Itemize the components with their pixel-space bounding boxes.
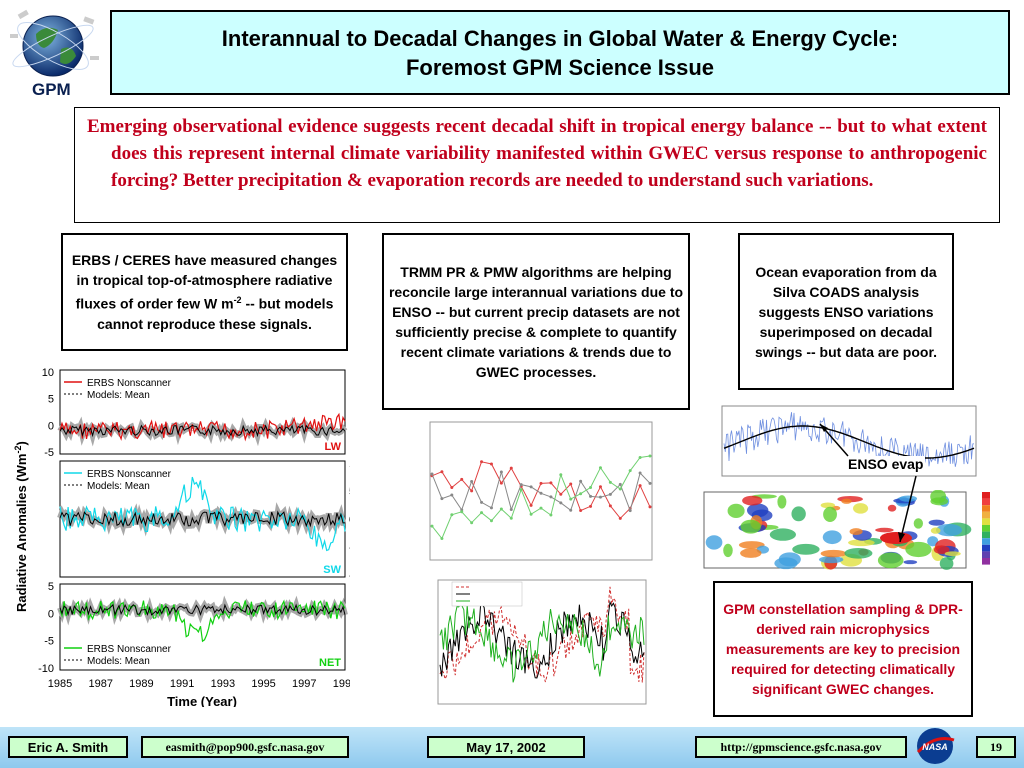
radiative-tick-label: -10 (349, 570, 350, 582)
map-legend-swatch (982, 518, 990, 525)
radiative-tick-label: -5 (349, 542, 350, 554)
erbs-note: ERBS / CERES have measured changes in tr… (61, 233, 348, 351)
panel-tag: NET (319, 657, 341, 669)
ocean-note: Ocean evaporation from da Silva COADS an… (738, 233, 954, 390)
page-title-line2: Foremost GPM Science Issue (406, 53, 714, 82)
gpm-note: GPM constellation sampling & DPR-derived… (713, 581, 973, 717)
erbs-note-text: ERBS / CERES have measured changes in tr… (67, 250, 342, 334)
radiative-tick-label: 5 (349, 486, 350, 498)
radiative-tick-label: 0 (349, 514, 350, 526)
map-legend-swatch (982, 492, 990, 499)
radiative-xlabel: Time (Year) (167, 694, 237, 707)
year-tick-label: 1985 (48, 678, 72, 690)
gpm-note-text: GPM constellation sampling & DPR-derived… (719, 599, 967, 699)
year-tick-label: 1997 (292, 678, 316, 690)
year-tick-label: 1989 (129, 678, 153, 690)
page-number: 19 (976, 736, 1016, 758)
year-tick-label: 1987 (88, 678, 112, 690)
intro-box: Emerging observational evidence suggests… (74, 107, 1000, 223)
radiative-tick-label: -5 (44, 447, 54, 459)
map-legend-swatch (982, 499, 990, 506)
radiative-tick-label: 5 (48, 394, 54, 406)
radiative-tick-label: 10 (349, 458, 350, 470)
legend-obs-label: ERBS Nonscanner (87, 378, 172, 389)
trmm-note-text: TRMM PR & PMW algorithms are helping rec… (388, 262, 684, 382)
map-legend-swatch (982, 532, 990, 539)
logo-text: GPM (32, 80, 71, 100)
radiative-tick-label: -10 (38, 663, 54, 675)
precip-comparison-chart (412, 576, 652, 718)
panel-tag: LW (325, 441, 342, 453)
radiative-tick-label: 5 (48, 581, 54, 593)
map-legend-swatch (982, 505, 990, 512)
map-legend-swatch (982, 551, 990, 558)
year-tick-label: 1995 (251, 678, 275, 690)
footer-author: Eric A. Smith (8, 736, 128, 758)
footer-url[interactable]: http://gpmscience.gsfc.nasa.gov (695, 736, 907, 758)
legend-model-label: Models: Mean (87, 390, 150, 401)
radiative-tick-label: 0 (48, 420, 54, 432)
radiative-tick-label: 0 (48, 608, 54, 620)
legend-model-label: Models: Mean (87, 481, 150, 492)
footer-email[interactable]: easmith@pop900.gsfc.nasa.gov (141, 736, 349, 758)
footer-date: May 17, 2002 (427, 736, 585, 758)
legend-obs-label: ERBS Nonscanner (87, 644, 172, 655)
trmm-precip-chart (416, 418, 656, 568)
map-legend-swatch (982, 538, 990, 545)
map-legend-swatch (982, 525, 990, 532)
page-title-line1: Interannual to Decadal Changes in Global… (222, 24, 898, 53)
map-legend-swatch (982, 545, 990, 552)
legend-obs-label: ERBS Nonscanner (87, 469, 172, 480)
svg-text:NASA: NASA (922, 742, 948, 752)
year-tick-label: 1999 (333, 678, 350, 690)
erbs-note-sup: -2 (234, 295, 242, 305)
title-box: Interannual to Decadal Changes in Global… (110, 10, 1010, 95)
radiative-tick-label: -5 (44, 636, 54, 648)
radiative-tick-label: 10 (42, 367, 54, 379)
ocean-note-text: Ocean evaporation from da Silva COADS an… (744, 262, 948, 362)
radiative-ylabel: Radiative Anomalies (Wm-2) (13, 441, 29, 612)
year-tick-label: 1993 (211, 678, 235, 690)
gpm-logo: GPM (6, 4, 106, 102)
pointer-arrows (806, 412, 946, 562)
year-tick-label: 1991 (170, 678, 194, 690)
panel-tag: SW (323, 564, 341, 576)
intro-text: Emerging observational evidence suggests… (87, 113, 987, 194)
trmm-note: TRMM PR & PMW algorithms are helping rec… (382, 233, 690, 410)
nasa-logo: NASA (912, 726, 958, 766)
map-legend-swatch (982, 558, 990, 565)
legend-model-label: Models: Mean (87, 656, 150, 667)
map-legend-swatch (982, 512, 990, 519)
